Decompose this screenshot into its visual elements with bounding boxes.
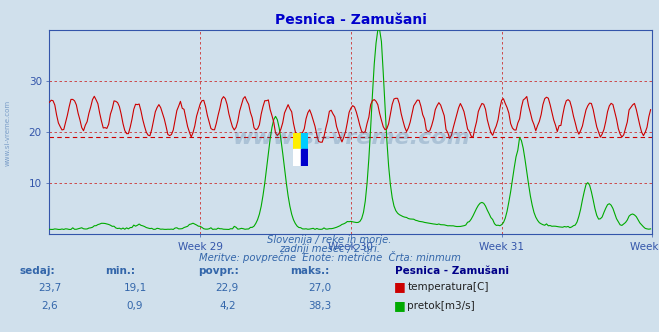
Text: Pesnica - Zamušani: Pesnica - Zamušani: [395, 266, 509, 276]
Bar: [301, 149, 308, 166]
Text: zadnji mesec / 2 uri.: zadnji mesec / 2 uri.: [279, 244, 380, 254]
Text: Slovenija / reke in morje.: Slovenija / reke in morje.: [268, 235, 391, 245]
Text: maks.:: maks.:: [290, 266, 330, 276]
Text: ■: ■: [394, 281, 406, 293]
Text: 22,9: 22,9: [215, 283, 239, 292]
Text: 0,9: 0,9: [127, 301, 144, 311]
Bar: [293, 149, 301, 166]
Text: pretok[m3/s]: pretok[m3/s]: [407, 301, 475, 311]
Text: 19,1: 19,1: [123, 283, 147, 292]
Text: 23,7: 23,7: [38, 283, 61, 292]
Title: Pesnica - Zamušani: Pesnica - Zamušani: [275, 13, 427, 27]
Text: Meritve: povprečne  Enote: metrične  Črta: minmum: Meritve: povprečne Enote: metrične Črta:…: [198, 251, 461, 263]
Text: sedaj:: sedaj:: [20, 266, 55, 276]
Text: 4,2: 4,2: [219, 301, 236, 311]
Text: 2,6: 2,6: [41, 301, 58, 311]
Text: www.si-vreme.com: www.si-vreme.com: [232, 128, 470, 148]
Text: www.si-vreme.com: www.si-vreme.com: [5, 100, 11, 166]
Text: 27,0: 27,0: [308, 283, 331, 292]
Text: ■: ■: [394, 299, 406, 312]
Text: povpr.:: povpr.:: [198, 266, 239, 276]
Text: 38,3: 38,3: [308, 301, 331, 311]
Text: min.:: min.:: [105, 266, 136, 276]
Bar: [301, 133, 308, 149]
Text: temperatura[C]: temperatura[C]: [407, 283, 489, 292]
Bar: [293, 133, 301, 149]
